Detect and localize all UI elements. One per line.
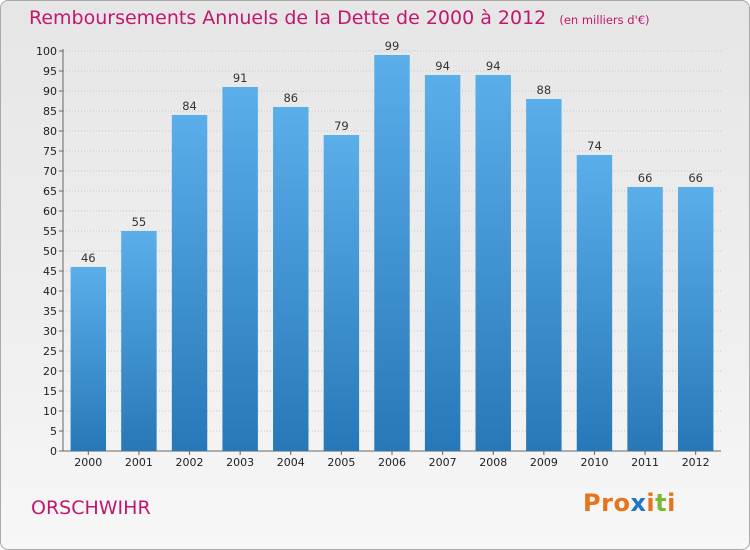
value-label: 99 — [385, 39, 400, 53]
value-label: 86 — [283, 91, 298, 105]
logo-letter: t — [655, 489, 668, 517]
logo-letter: x — [630, 489, 647, 517]
y-tick-label: 35 — [43, 305, 57, 318]
bar — [121, 231, 157, 451]
bar — [323, 135, 360, 451]
x-tick-label: 2011 — [631, 456, 659, 469]
y-tick-label: 25 — [43, 345, 57, 358]
y-tick-label: 20 — [43, 365, 57, 378]
value-label: 84 — [182, 99, 197, 113]
y-tick-label: 40 — [43, 285, 57, 298]
proxiti-logo: Proxiti — [583, 489, 676, 517]
y-tick-label: 95 — [43, 65, 57, 78]
bar — [526, 99, 562, 451]
x-tick-label: 2010 — [580, 456, 608, 469]
bar — [424, 75, 461, 451]
value-label: 88 — [537, 83, 552, 97]
y-tick-label: 55 — [43, 225, 57, 238]
value-label: 66 — [638, 171, 653, 185]
logo-letter: i — [667, 489, 676, 517]
x-tick-label: 2006 — [378, 456, 406, 469]
y-tick-label: 10 — [43, 405, 57, 418]
y-tick-label: 30 — [43, 325, 57, 338]
logo-letter: P — [583, 489, 602, 517]
y-tick-label: 100 — [36, 45, 57, 58]
logo-letter: i — [646, 489, 656, 517]
x-tick-label: 2004 — [277, 456, 305, 469]
x-tick-label: 2001 — [125, 456, 153, 469]
value-label: 55 — [132, 215, 147, 229]
x-tick-label: 2005 — [327, 456, 355, 469]
y-tick-label: 5 — [50, 425, 57, 438]
x-tick-label: 2012 — [682, 456, 710, 469]
y-tick-label: 65 — [43, 185, 57, 198]
x-tick-label: 2009 — [530, 456, 558, 469]
bar — [576, 155, 613, 451]
logo-letter: r — [601, 489, 614, 517]
bar — [171, 115, 208, 451]
bar — [70, 267, 107, 451]
y-tick-label: 45 — [43, 265, 57, 278]
value-label: 91 — [233, 71, 248, 85]
x-tick-label: 2008 — [479, 456, 507, 469]
y-tick-label: 70 — [43, 165, 57, 178]
x-tick-label: 2003 — [226, 456, 254, 469]
chart-subtitle: (en milliers d'€) — [559, 13, 650, 27]
bar — [273, 107, 309, 451]
value-label: 94 — [435, 59, 450, 73]
logo-letter: o — [613, 489, 631, 517]
bar — [374, 55, 410, 451]
y-tick-label: 90 — [43, 85, 57, 98]
bars — [70, 55, 714, 451]
chart-title-row: Remboursements Annuels de la Dette de 20… — [29, 7, 650, 29]
y-tick-label: 0 — [50, 445, 57, 458]
x-tick-label: 2002 — [176, 456, 204, 469]
labels: 0 5 10 15 20 25 30 35 40 45 50 55 60 65 70 75 80 85 90 95 10… — [36, 39, 710, 469]
chart-title: Remboursements Annuels de la Dette de 20… — [29, 7, 547, 29]
commune-name: ORSCHWIHR — [31, 497, 151, 519]
value-label: 79 — [334, 119, 349, 133]
value-label: 94 — [486, 59, 501, 73]
value-label: 46 — [81, 251, 96, 265]
y-tick-label: 15 — [43, 385, 57, 398]
bar — [677, 187, 714, 451]
y-tick-label: 80 — [43, 125, 57, 138]
bar — [475, 75, 511, 451]
value-label: 66 — [688, 171, 703, 185]
value-label: 74 — [587, 139, 602, 153]
y-tick-label: 50 — [43, 245, 57, 258]
y-tick-label: 75 — [43, 145, 57, 158]
y-tick-label: 60 — [43, 205, 57, 218]
bar — [222, 87, 258, 451]
x-tick-label: 2007 — [429, 456, 457, 469]
y-tick-label: 85 — [43, 105, 57, 118]
bar — [627, 187, 663, 451]
x-tick-label: 2000 — [74, 456, 102, 469]
